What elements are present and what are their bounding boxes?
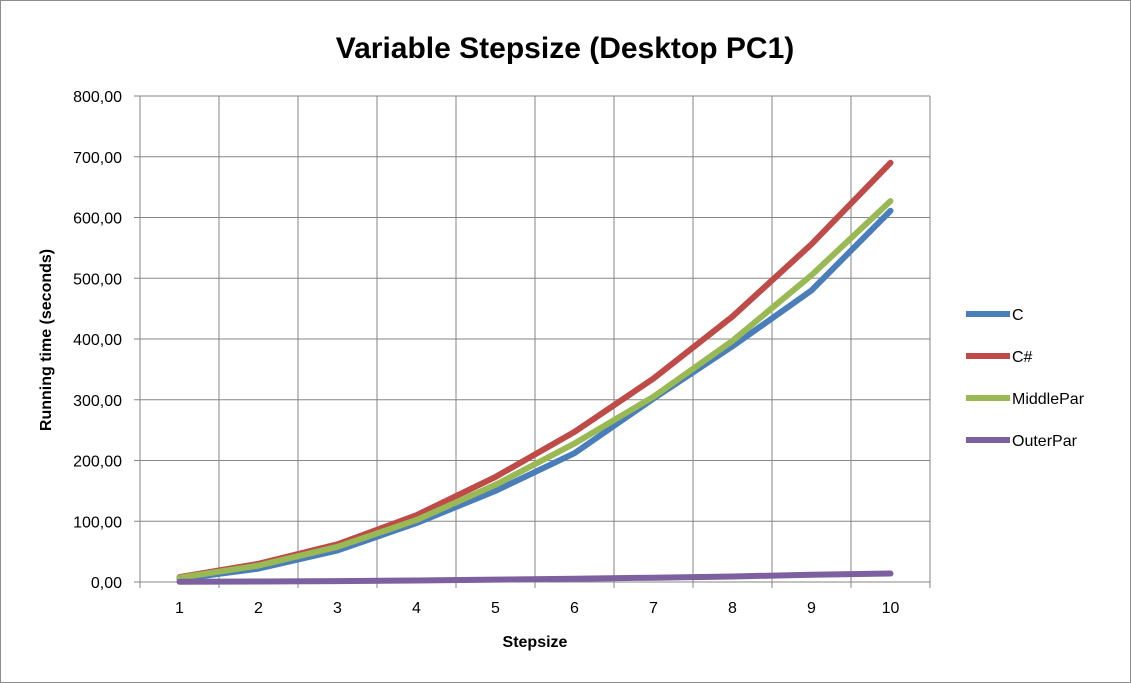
gridlines: [134, 95, 931, 588]
legend: C C# MiddlePar OuterPar: [966, 307, 1085, 450]
y-tick-label: 700,00: [73, 150, 122, 167]
y-tick-label: 500,00: [73, 271, 122, 288]
chart-title: Variable Stepsize (Desktop PC1): [336, 32, 795, 65]
series-line-middlepar: [176, 198, 894, 581]
x-tick-label: 3: [333, 600, 342, 617]
x-tick-label: 6: [570, 600, 579, 617]
y-axis-title: Running time (seconds): [38, 249, 55, 431]
x-tick-label: 10: [882, 600, 900, 617]
x-axis-tick-labels: 1 2 3 4 5 6 7 8 9 10: [175, 600, 899, 617]
legend-label-middlepar: MiddlePar: [1012, 391, 1085, 408]
x-tick-label: 8: [728, 600, 737, 617]
legend-label-c: C: [1012, 307, 1024, 324]
x-tick-label: 9: [807, 600, 816, 617]
x-tick-label: 1: [175, 600, 184, 617]
x-tick-label: 2: [254, 600, 263, 617]
y-tick-label: 0,00: [91, 575, 122, 592]
y-tick-label: 100,00: [73, 514, 122, 531]
y-tick-label: 800,00: [73, 89, 122, 106]
series-line-c: [176, 207, 894, 582]
x-axis-title: Stepsize: [503, 634, 568, 651]
y-tick-label: 600,00: [73, 211, 122, 228]
y-tick-label: 400,00: [73, 332, 122, 349]
y-tick-label: 200,00: [73, 454, 122, 471]
legend-label-c-: C#: [1012, 349, 1033, 366]
legend-label-outerpar: OuterPar: [1012, 433, 1078, 450]
x-tick-label: 7: [649, 600, 658, 617]
x-tick-label: 5: [491, 600, 500, 617]
series-lines: [176, 159, 894, 585]
series-line-outerpar: [176, 570, 894, 585]
y-axis-tick-labels: 0,00 100,00 200,00 300,00 400,00 500,00 600,00…: [73, 89, 122, 592]
x-tick-label: 4: [412, 600, 421, 617]
y-tick-label: 300,00: [73, 393, 122, 410]
